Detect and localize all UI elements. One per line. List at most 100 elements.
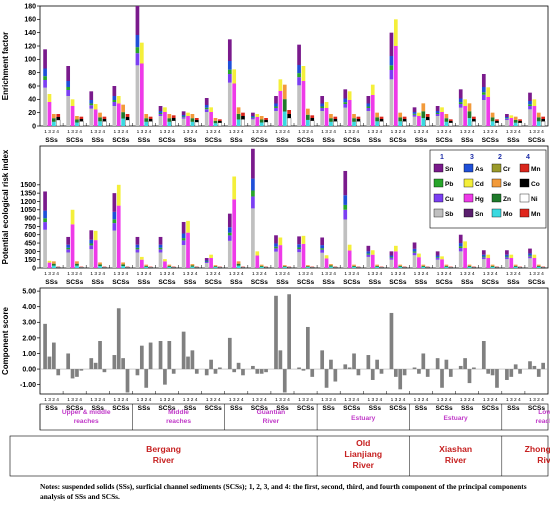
ri-panel-bar-segment — [481, 259, 486, 268]
ri-panel-bar-segment — [532, 258, 537, 268]
cs-panel-bar — [375, 359, 379, 370]
ri-panel-bar-segment — [320, 245, 325, 249]
ef-panel-bar-segment — [393, 46, 398, 126]
ef-panel-bar-segment — [278, 91, 283, 126]
ef-panel-bar-segment — [356, 121, 361, 127]
cs-panel-bar — [287, 294, 291, 370]
ef-panel-bar-segment — [509, 115, 514, 118]
ri-panel-group-label: SCSs — [205, 279, 223, 286]
ri-panel-bar-segment — [513, 265, 518, 267]
ri-panel-bar-segment — [444, 266, 449, 268]
reach-label: reaches — [166, 418, 191, 425]
ef-panel-bar-segment — [472, 116, 476, 119]
cs-panel-bar — [144, 369, 149, 388]
ef-panel-bar-segment — [56, 117, 61, 120]
ef-panel-bar-segment — [536, 112, 541, 118]
ri-panel-bar-segment — [481, 250, 486, 255]
ri-panel-bar-segment — [509, 254, 514, 259]
cs-panel-bar-order: 1 3 2 4 — [183, 397, 198, 403]
ef-panel-bar-segment — [343, 107, 348, 126]
cs-panel-bar — [47, 356, 52, 370]
ri-panel-bar-segment — [536, 266, 541, 268]
cs-panel-frame — [39, 287, 549, 395]
ri-panel-bar-segment — [190, 265, 195, 267]
ef-panel-bar-segment — [158, 113, 163, 114]
ri-panel-bar-segment — [79, 267, 84, 269]
ef-panel-bar-segment — [324, 102, 329, 108]
ef-panel-bar-segment — [412, 107, 417, 112]
ef-panel-bar-segment — [528, 104, 532, 106]
ef-panel-bar-segment — [421, 111, 426, 119]
cs-panel-bar — [518, 369, 522, 374]
ef-panel-bar-segment — [481, 92, 486, 95]
ri-panel-bar-segment — [366, 245, 371, 252]
cs-panel-bar — [158, 341, 163, 370]
ri-panel-bar-segment — [259, 266, 264, 268]
legend-swatch — [519, 178, 530, 188]
ri-panel-bar-segment — [528, 248, 532, 254]
ri-panel-group-label: SCSs — [389, 279, 407, 286]
ef-panel-bar-segment — [490, 121, 495, 126]
ef-panel-bar-segment — [306, 114, 310, 120]
reach-label: Middle — [168, 409, 189, 416]
cs-panel-group-label: SSs — [45, 405, 58, 412]
ef-panel-bar-order: 1 3 2 4 — [44, 129, 59, 135]
ef-panel-group-label: SCSs — [435, 137, 453, 144]
ef-panel-bar-segment — [217, 122, 222, 127]
ri-panel-bar-segment — [389, 257, 394, 259]
cs-panel-bar — [306, 326, 310, 370]
ef-panel-bar-segment — [505, 118, 509, 120]
ri-panel-bar-order: 1 3 2 4 — [391, 271, 406, 277]
cs-panel-bar — [435, 358, 440, 370]
ef-panel-bar-segment — [532, 99, 537, 106]
cs-panel-bar — [320, 350, 325, 370]
ef-panel-bar-segment — [528, 92, 532, 101]
cs-panel-bar — [259, 369, 264, 374]
ef-panel-bar-segment — [89, 105, 94, 109]
ef-panel-bar-segment — [158, 111, 163, 113]
ri-panel-bar-segment — [204, 260, 209, 262]
ri-panel-bar-segment — [43, 218, 47, 223]
ef-panel-bar-segment — [398, 121, 403, 126]
cs-panel-bar — [93, 362, 98, 370]
ef-panel-bar-segment — [52, 118, 56, 122]
ri-panel-bar-segment — [158, 247, 163, 250]
ri-panel-bar-segment — [93, 230, 98, 241]
ri-panel-bar-segment — [232, 176, 237, 200]
ef-panel-bar-segment — [93, 104, 98, 110]
cs-panel-bar — [421, 353, 426, 370]
ef-panel-bar-segment — [301, 66, 306, 81]
ri-panel-bar-segment — [232, 199, 237, 268]
ef-panel-bar-segment — [435, 114, 440, 116]
ef-panel-bar-segment — [75, 122, 79, 126]
cs-panel-bar — [79, 369, 84, 371]
cs-panel-bar — [148, 342, 153, 370]
ri-panel-group-label: SSs — [369, 279, 382, 286]
ri-panel-bar-segment — [513, 264, 518, 266]
ef-panel-group-label: SCSs — [251, 137, 269, 144]
cs-panel-bar — [532, 365, 537, 370]
ef-panel-bar-segment — [89, 108, 94, 126]
ri-panel-group-label: SSs — [322, 279, 335, 286]
ef-panel-bar-segment — [93, 109, 98, 126]
ri-panel-bar-segment — [66, 247, 71, 250]
ef-panel-bar-segment — [297, 65, 301, 74]
ef-panel-bar-segment — [490, 112, 495, 118]
ri-panel-group-label: SCSs — [435, 279, 453, 286]
ef-panel-bar-segment — [213, 118, 218, 121]
ef-panel-bar-segment — [204, 98, 209, 105]
reach-label: Estuary — [351, 415, 376, 422]
ef-panel-group-label: SSs — [276, 137, 289, 144]
cs-panel-bar-order: 1 3 2 4 — [160, 397, 175, 403]
ri-panel-bar-segment — [458, 234, 463, 244]
ri-panel-bar-segment — [121, 264, 125, 267]
cs-panel-bar — [121, 358, 125, 370]
ef-panel-group-label: SCSs — [528, 137, 546, 144]
ef-panel-bar-order: 1 3 2 4 — [113, 129, 128, 135]
cs-panel-bar-order: 1 3 2 4 — [298, 397, 313, 403]
ri-panel-bar-segment — [494, 267, 499, 269]
ef-panel-bar-segment — [66, 90, 71, 96]
ef-panel-bar-segment — [486, 97, 491, 126]
legend-swatch — [433, 178, 444, 188]
cs-panel-bar — [218, 367, 222, 370]
